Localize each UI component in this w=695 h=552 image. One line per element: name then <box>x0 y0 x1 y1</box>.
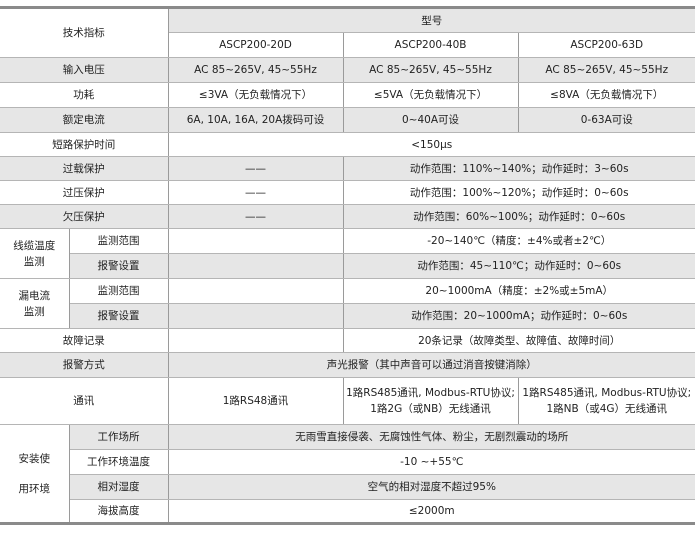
header-row-1: 技术指标 型号 <box>0 7 695 58</box>
table-row: 欠压保护 —— 动作范围：60%~100%；动作延时：0~60s <box>0 204 695 229</box>
table-row: 相对湿度 空气的相对湿度不超过95% <box>0 474 695 500</box>
cell: 动作范围：110%~140%；动作延时：3~60s <box>342 156 695 181</box>
sub-label: 监测范围 <box>68 228 169 254</box>
cell-line: 1路RS485通讯, Modbus-RTU协议; <box>346 387 515 399</box>
row-label: 输入电压 <box>0 57 169 83</box>
cell: -10 ~+55℃ <box>167 449 695 475</box>
cell: <150μs <box>167 132 695 157</box>
table-row: 安装使用环境 工作场所 无雨雪直接侵袭、无腐蚀性气体、粉尘，无剧烈震动的场所 <box>0 424 695 524</box>
model-name: ASCP200-20D <box>168 32 344 58</box>
table-row: 短路保护时间 <150μs <box>0 132 695 157</box>
table-row: 过压保护 —— 动作范围：100%~120%；动作延时：0~60s <box>0 180 695 205</box>
table-row: 工作环境温度 -10 ~+55℃ <box>0 449 695 475</box>
group-label-line: 安装使 <box>18 452 51 465</box>
model-name: ASCP200-40B <box>342 32 519 58</box>
cell: —— <box>167 180 344 205</box>
table-row: 功耗 ≤3VA（无负载情况下） ≤5VA（无负载情况下） ≤8VA（无负载情况下… <box>0 82 695 108</box>
cell-line: 1路RS485通讯, Modbus-RTU协议; <box>522 387 692 399</box>
model-header: 型号 <box>167 7 695 33</box>
cell: -20~140℃（精度：±4%或者±2℃） <box>342 228 695 254</box>
row-label: 功耗 <box>0 82 169 108</box>
cell: 动作范围：60%~100%；动作延时：0~60s <box>342 204 695 229</box>
row-label: 报警方式 <box>0 352 169 378</box>
cell <box>167 328 344 353</box>
sub-label: 监测范围 <box>68 278 169 304</box>
row-label: 通讯 <box>0 377 169 425</box>
cell <box>167 278 344 304</box>
table-row: 额定电流 6A, 10A, 16A, 20A拨码可设 0~40A可设 0-63A… <box>0 107 695 133</box>
cell: 20条记录（故障类型、故障值、故障时间） <box>342 328 695 353</box>
sub-label: 报警设置 <box>69 253 169 279</box>
group-label: 安装使 用环境 <box>0 424 70 524</box>
cell: 0-63A可设 <box>517 107 695 133</box>
row-label: 欠压保护 <box>0 204 169 229</box>
cell: 动作范围：45~110℃；动作延时：0~60s <box>342 253 695 279</box>
row-label: 短路保护时间 <box>0 132 169 157</box>
table-row: 过载保护 —— 动作范围：110%~140%；动作延时：3~60s <box>0 156 695 181</box>
cell <box>167 228 344 254</box>
group-label: 漏电流 监测 <box>0 278 70 329</box>
cell: ≤3VA（无负载情况下） <box>167 82 344 108</box>
cell: ≤2000m <box>167 499 695 524</box>
spec-label-header: 技术指标 <box>0 7 169 58</box>
cell <box>167 253 344 279</box>
sub-label: 相对湿度 <box>69 474 169 500</box>
cell: 声光报警（其中声音可以通过消音按键消除） <box>167 352 695 378</box>
cell: 1路RS485通讯, Modbus-RTU协议; 1路NB（或4G）无线通讯 <box>517 377 695 425</box>
cell: 动作范围：20~1000mA；动作延时：0~60s <box>342 303 695 329</box>
cell: AC 85~265V, 45~55Hz <box>167 57 344 83</box>
sub-label: 工作场所 <box>68 424 169 450</box>
group-label-line: 用环境 <box>18 482 51 495</box>
cell: 6A, 10A, 16A, 20A拨码可设 <box>167 107 344 133</box>
cell: 1路RS48通讯 <box>167 377 344 425</box>
row-label: 额定电流 <box>0 107 169 133</box>
cell: 动作范围：100%~120%；动作延时：0~60s <box>342 180 695 205</box>
spec-table: 技术指标 型号 ASCP200-20D ASCP200-40B ASCP200-… <box>0 6 695 525</box>
table-row: 漏电流监测 监测范围 20~1000mA（精度：±2%或±5mA） <box>0 278 695 329</box>
sub-label: 工作环境温度 <box>69 449 169 475</box>
model-name: ASCP200-63D <box>517 32 695 58</box>
table-row: 报警设置 动作范围：45~110℃；动作延时：0~60s <box>0 253 695 279</box>
cell: 无雨雪直接侵袭、无腐蚀性气体、粉尘，无剧烈震动的场所 <box>167 424 695 450</box>
cell: ≤5VA（无负载情况下） <box>342 82 519 108</box>
sub-label: 报警设置 <box>69 303 169 329</box>
cell: AC 85~265V, 45~55Hz <box>342 57 519 83</box>
cell <box>167 303 344 329</box>
cell: 20~1000mA（精度：±2%或±5mA） <box>342 278 695 304</box>
table-row: 通讯 1路RS48通讯 1路RS485通讯, Modbus-RTU协议; 1路2G… <box>0 377 695 425</box>
row-label: 故障记录 <box>0 328 169 353</box>
cell: 空气的相对湿度不超过95% <box>167 474 695 500</box>
cell: —— <box>167 156 344 181</box>
sub-label: 海拔高度 <box>69 499 169 524</box>
table-row: 线缆温度监测 监测范围 -20~140℃（精度：±4%或者±2℃） <box>0 228 695 279</box>
cell-line: 1路NB（或4G）无线通讯 <box>546 403 668 415</box>
cell: 1路RS485通讯, Modbus-RTU协议; 1路2G（或NB）无线通讯 <box>342 377 519 425</box>
group-label-line: 漏电流 <box>18 289 51 302</box>
header-row-2: ASCP200-20D ASCP200-40B ASCP200-63D <box>0 32 695 58</box>
cell: AC 85~265V, 45~55Hz <box>517 57 695 83</box>
table-row: 报警方式 声光报警（其中声音可以通过消音按键消除） <box>0 352 695 378</box>
cell: —— <box>167 204 344 229</box>
group-label-line: 监测 <box>23 255 45 268</box>
row-label: 过压保护 <box>0 180 169 205</box>
cell-line: 1路2G（或NB）无线通讯 <box>370 403 491 415</box>
group-label: 线缆温度 监测 <box>0 228 70 279</box>
cell: ≤8VA（无负载情况下） <box>517 82 695 108</box>
table-row: 故障记录 20条记录（故障类型、故障值、故障时间） <box>0 328 695 353</box>
group-label-line: 线缆温度 <box>13 239 56 252</box>
table-row: 报警设置 动作范围：20~1000mA；动作延时：0~60s <box>0 303 695 329</box>
table-row: 输入电压 AC 85~265V, 45~55Hz AC 85~265V, 45~… <box>0 57 695 83</box>
group-label-line: 监测 <box>23 305 45 318</box>
cell: 0~40A可设 <box>342 107 519 133</box>
row-label: 过载保护 <box>0 156 169 181</box>
table-row: 海拔高度 ≤2000m <box>0 499 695 524</box>
